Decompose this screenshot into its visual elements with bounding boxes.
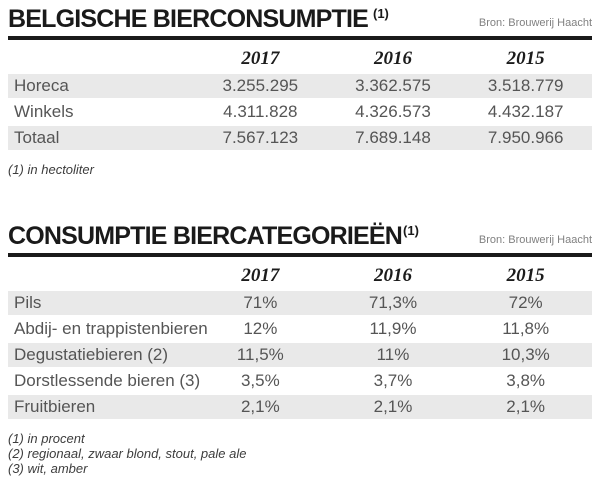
footnotes: (1) in procent (2) regionaal, zwaar blon… — [8, 431, 592, 476]
section-header: BELGISCHE BIERCONSUMPTIE (1) Bron: Brouwe… — [8, 5, 592, 34]
title-rule — [8, 252, 592, 257]
cell-value: 3.255.295 — [222, 75, 299, 95]
section-title: CONSUMPTIE BIERCATEGORIEËN(1) — [8, 222, 419, 251]
title-footnote-marker: (1) — [403, 222, 419, 238]
source-label: Bron: Brouwerij Haacht — [478, 233, 592, 246]
cell-value: 11,8% — [502, 318, 550, 338]
table-row: Winkels 4.311.828 4.326.573 4.432.187 — [8, 100, 592, 124]
title-rule — [8, 35, 592, 40]
footnotes: (1) in hectoliter — [8, 162, 592, 177]
row-label: Fruitbieren — [14, 396, 96, 416]
row-label: Totaal — [14, 127, 60, 147]
cell-value: 7.567.123 — [222, 127, 299, 147]
cell-value: 3,7% — [373, 370, 413, 390]
table-row: Dorstlessende bieren (3) 3,5% 3,7% 3,8% — [8, 369, 592, 393]
row-label: Abdij- en trappistenbieren — [14, 318, 208, 338]
cell-value: 4.432.187 — [487, 101, 564, 121]
cell-value: 7.950.966 — [487, 127, 564, 147]
section-header: CONSUMPTIE BIERCATEGORIEËN(1) Bron: Brou… — [8, 222, 592, 251]
cell-value: 3,8% — [506, 370, 546, 390]
year-column-header: 2016 — [373, 47, 412, 69]
table-row: Totaal 7.567.123 7.689.148 7.950.966 — [8, 125, 592, 150]
footnote-line: (1) in procent — [8, 430, 85, 446]
year-column-header: 2015 — [506, 264, 545, 286]
cell-value: 71% — [243, 292, 278, 312]
cell-value: 7.689.148 — [355, 127, 431, 147]
row-label: Dorstlessende bieren (3) — [14, 370, 201, 390]
infographic: BELGISCHE BIERCONSUMPTIE (1) Bron: Brouwe… — [8, 5, 592, 476]
cell-value: 2,1% — [506, 396, 546, 416]
cell-value: 4.311.828 — [223, 101, 298, 121]
cell-value: 72% — [508, 292, 543, 312]
section-title-text: BELGISCHE BIERCONSUMPTIE — [8, 5, 369, 33]
row-label: Pils — [14, 292, 42, 312]
row-label: Degustatiebieren (2) — [14, 344, 169, 364]
section-beer-consumption: BELGISCHE BIERCONSUMPTIE (1) Bron: Brouwe… — [8, 5, 592, 177]
row-label: Horeca — [14, 75, 69, 95]
table-row: Fruitbieren 2,1% 2,1% 2,1% — [8, 394, 592, 419]
footnote-line: (3) wit, amber — [8, 460, 88, 476]
cell-value: 11% — [376, 344, 410, 364]
section-beer-categories: CONSUMPTIE BIERCATEGORIEËN(1) Bron: Brou… — [8, 222, 592, 476]
table-header-row: 2017 2016 2015 — [8, 40, 592, 74]
section-title-text: CONSUMPTIE BIERCATEGORIEËN — [8, 221, 403, 250]
table-header-row: 2017 2016 2015 — [8, 257, 592, 291]
cell-value: 3.362.575 — [355, 75, 431, 95]
cell-value: 71,3% — [368, 292, 418, 312]
cell-value: 4.326.573 — [355, 101, 431, 121]
table-row: Horeca 3.255.295 3.362.575 3.518.779 — [8, 73, 592, 98]
title-footnote-marker: (1) — [373, 6, 389, 21]
year-column-header: 2017 — [241, 264, 280, 286]
year-column-header: 2015 — [506, 47, 545, 69]
cell-value: 2,1% — [240, 396, 280, 416]
table-row: Abdij- en trappistenbieren 12% 11,9% 11,… — [8, 317, 592, 341]
header-spacer — [8, 49, 194, 69]
cell-value: 12% — [243, 318, 278, 338]
cell-value: 10,3% — [501, 344, 550, 364]
year-column-header: 2016 — [373, 264, 412, 286]
cell-value: 3,5% — [240, 370, 280, 390]
section-title: BELGISCHE BIERCONSUMPTIE (1) — [8, 5, 389, 34]
footnote-line: (2) regionaal, zwaar blond, stout, pale … — [8, 445, 247, 461]
source-label: Bron: Brouwerij Haacht — [478, 16, 592, 29]
table-row: Pils 71% 71,3% 72% — [8, 290, 592, 315]
row-label: Winkels — [14, 101, 74, 121]
cell-value: 11,5% — [236, 344, 284, 364]
year-column-header: 2017 — [241, 47, 280, 69]
cell-value: 2,1% — [373, 396, 413, 416]
header-spacer — [8, 266, 194, 286]
table-row: Degustatiebieren (2) 11,5% 11% 10,3% — [8, 342, 592, 367]
cell-value: 11,9% — [369, 318, 417, 338]
footnote-line: (1) in hectoliter — [8, 161, 94, 177]
cell-value: 3.518.779 — [487, 75, 564, 95]
